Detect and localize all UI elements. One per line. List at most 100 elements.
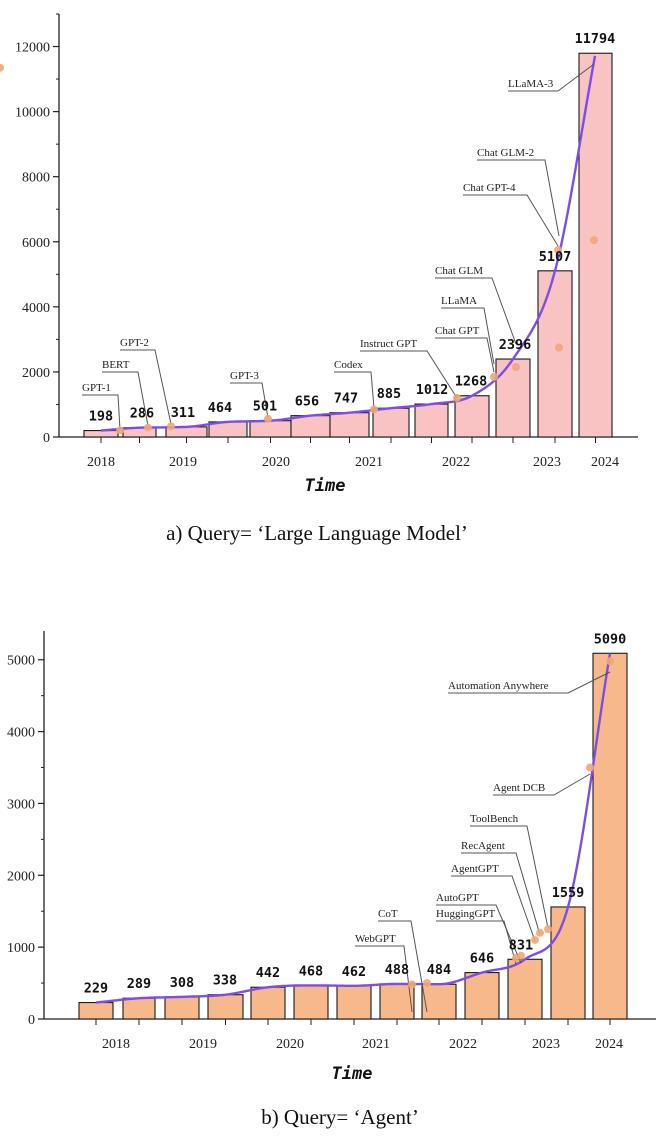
y-tick-label: 4000 [22, 301, 50, 316]
bar [421, 983, 457, 1020]
value-label: 464 [208, 400, 232, 416]
value-label: 338 [213, 973, 237, 989]
annotation-leader [355, 945, 413, 1013]
y-tick-label: 6000 [22, 236, 50, 251]
annotation-leader [448, 671, 611, 694]
annotation-leader [436, 920, 517, 965]
annotation-marker [264, 414, 272, 423]
value-label: 308 [170, 975, 194, 991]
bar [550, 906, 586, 1020]
value-label: 831 [509, 937, 533, 953]
x-tick-label: 2023 [532, 1037, 560, 1052]
annotation-label: GPT-1 [82, 382, 111, 394]
x-tick-label: 2024 [591, 455, 619, 470]
bar [495, 358, 531, 438]
y-tick-label: 4000 [7, 726, 35, 741]
annotation-leader [82, 394, 121, 431]
annotation-leader [461, 852, 541, 936]
y-tick-label: 0 [28, 1013, 35, 1028]
x-tick-label: 2019 [169, 455, 197, 470]
annotation-label: BERT [102, 359, 130, 371]
value-label: 656 [295, 394, 319, 410]
annotation-label: HuggingGPT [436, 908, 496, 920]
bar [329, 412, 370, 438]
value-label: 5107 [539, 249, 572, 265]
x-tick-label: 2023 [533, 455, 561, 470]
annotation-label: Agent DCB [493, 782, 545, 794]
annotation-label: WebGPT [355, 933, 396, 945]
x-tick-label: 2020 [262, 455, 290, 470]
annotation-leader [102, 371, 149, 427]
annotation-label: Chat GLM [435, 265, 483, 277]
bar [249, 420, 292, 438]
annotation-marker [167, 422, 175, 431]
annotation-leader [451, 875, 536, 942]
annotation-leader [441, 307, 495, 365]
annotation-label: Chat GPT-4 [463, 182, 516, 194]
y-tick-label: 10000 [15, 106, 50, 121]
x-axis-title: Time [305, 476, 346, 496]
annotation-marker [144, 423, 152, 432]
annotation-leader [334, 371, 375, 409]
x-tick-label: 2024 [595, 1037, 623, 1052]
chart-agent: 0 1000 2000 3000 4000 5000 2018 2019 2020 2021 202… [7, 631, 656, 1129]
value-label: 1559 [552, 885, 585, 901]
annotation-leader [435, 337, 495, 373]
annotation-leader [463, 194, 559, 247]
value-label: 462 [342, 964, 366, 980]
trend-line [100, 55, 597, 432]
value-label: 646 [470, 951, 494, 967]
annotation-marker [531, 935, 539, 944]
annotation-label: LLaMA-3 [508, 78, 554, 90]
annotation-label: Automation Anywhere [448, 680, 549, 692]
axes: 0 2000 4000 6000 8000 10000 12000 2018 2019 2020 2… [15, 13, 638, 470]
value-labels: 229 289 308 338 442 468 462 488 484 646 831 1559 509… [84, 631, 626, 996]
value-label: 747 [334, 391, 358, 407]
y-tick-label: 8000 [22, 171, 50, 186]
trend-line [95, 653, 612, 1004]
annotation-leader [360, 350, 458, 399]
value-label: 885 [377, 386, 401, 402]
bar [250, 986, 286, 1020]
annotation-marker [586, 763, 594, 772]
bar [293, 984, 329, 1020]
bar [578, 52, 613, 438]
value-label: 488 [385, 962, 409, 978]
annotation-leader [435, 277, 517, 345]
annotation-marker [453, 393, 461, 402]
x-tick-label: 2021 [355, 455, 383, 470]
value-labels: 198 286 311 464 501 656 747 885 1012 1268 2396 5107… [89, 31, 616, 424]
bar [336, 985, 372, 1020]
y-tick-label: 2000 [22, 366, 50, 381]
bars [83, 52, 613, 438]
x-axis-title: Time [332, 1064, 373, 1084]
annotation-label: ToolBench [470, 813, 519, 825]
chart-caption: b) Query= ‘Agent’ [261, 1105, 419, 1129]
annotation-marker [408, 980, 416, 989]
value-label: 501 [253, 399, 277, 415]
annotation-leader [230, 382, 269, 419]
value-label: 484 [427, 962, 451, 978]
value-label: 229 [84, 981, 108, 997]
annotation-label: RecAgent [461, 840, 505, 852]
value-label: 5090 [594, 631, 627, 647]
bar [379, 983, 415, 1020]
annotation-marker [544, 925, 552, 934]
annotation-marker [517, 951, 525, 960]
bars [78, 652, 628, 1020]
x-tick-label: 2022 [442, 455, 470, 470]
annotation-label: Chat GPT [435, 325, 480, 337]
y-tick-label: 3000 [7, 797, 35, 812]
x-tick-label: 2022 [449, 1037, 477, 1052]
chart-llm: 0 2000 4000 6000 8000 10000 12000 2018 2019 2020 2… [0, 13, 638, 545]
value-label: 289 [127, 976, 151, 992]
bar [207, 994, 244, 1020]
annotation-marker [590, 236, 598, 245]
value-label: 1268 [455, 374, 488, 390]
x-tick-label: 2020 [276, 1037, 304, 1052]
annotation-leader [470, 825, 549, 929]
bar [454, 395, 490, 438]
annotation-label: LLaMA [441, 295, 477, 307]
annotation-leader [436, 904, 522, 964]
trend-curve [100, 55, 597, 432]
